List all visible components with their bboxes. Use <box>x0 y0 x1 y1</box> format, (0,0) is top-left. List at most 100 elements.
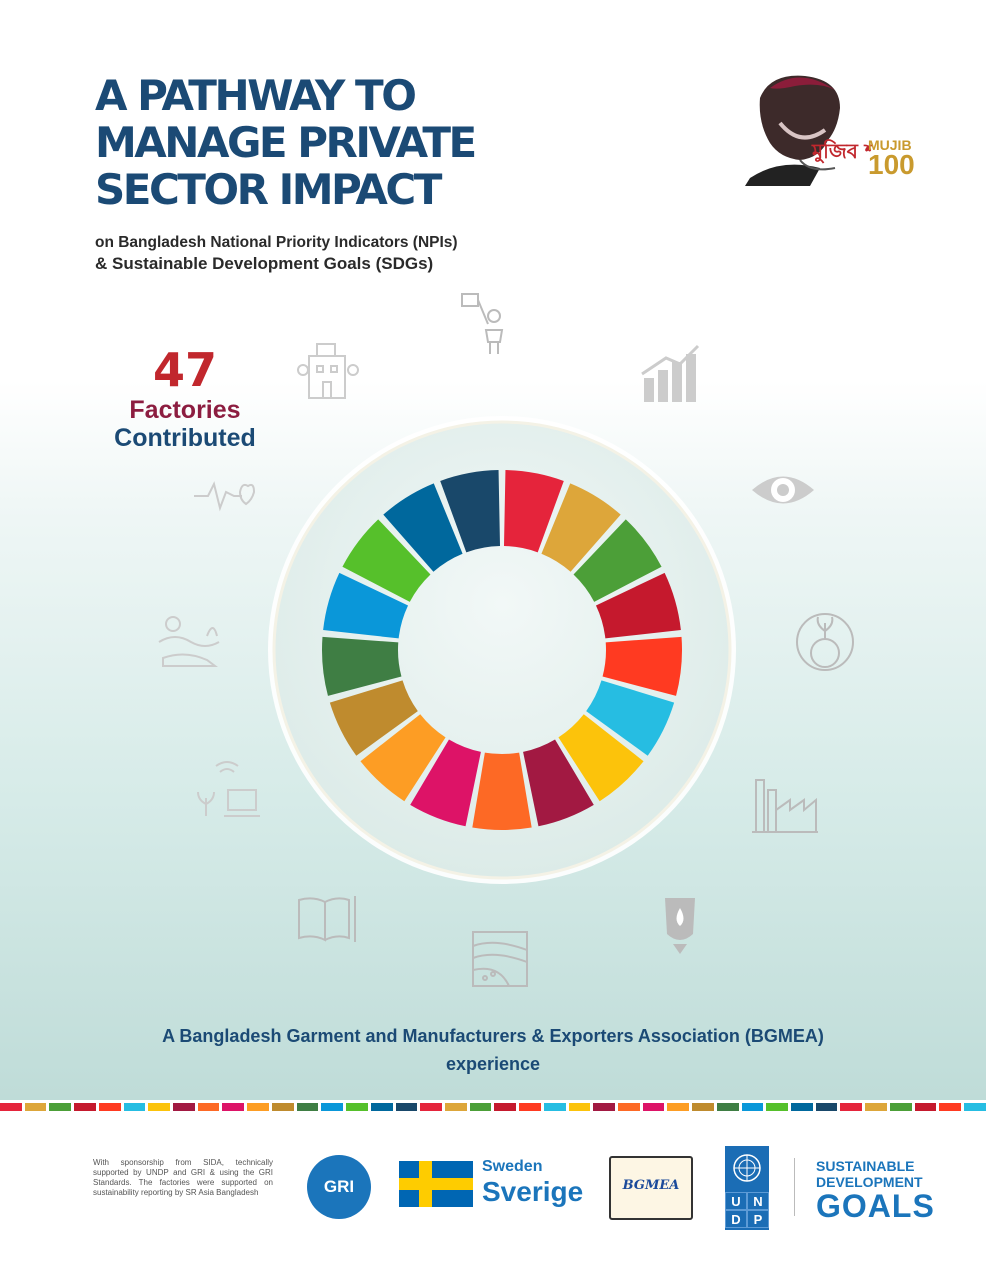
strip-block <box>148 1103 171 1111</box>
growth-chart-icon <box>641 344 700 402</box>
sdg-wheel-segment-7 <box>558 714 644 802</box>
strip-block <box>469 1103 492 1111</box>
strip-block <box>271 1103 294 1111</box>
strip-block <box>766 1103 788 1111</box>
sdg-wheel-segment-15 <box>342 519 431 602</box>
strip-block <box>840 1103 863 1111</box>
strip-block <box>692 1103 714 1111</box>
climate-action-icon <box>796 613 854 671</box>
undp-letter-d: D <box>725 1210 747 1228</box>
title-line-3: SECTOR IMPACT <box>95 165 442 214</box>
sdg-wheel-segment-1 <box>503 470 564 553</box>
strip-block <box>296 1103 319 1111</box>
sdg-wheel-segment-8 <box>523 739 594 827</box>
experience-line-1: A Bangladesh Garment and Manufacturers &… <box>162 1026 824 1046</box>
title-line-2: MANAGE PRIVATE <box>95 118 477 167</box>
factories-stat: 47 Factories Contributed <box>90 344 280 452</box>
strip-block <box>865 1103 887 1111</box>
subtitle-line-2: & Sustainable Development Goals (SDGs) <box>95 254 434 273</box>
strip-block <box>593 1103 615 1111</box>
experience-line-2: experience <box>445 1054 541 1074</box>
strip-block <box>964 1103 986 1111</box>
strip-block <box>0 1103 22 1111</box>
sdg-line-1: SUSTAINABLE <box>816 1158 915 1174</box>
factories-count: 47 <box>152 343 217 397</box>
sverige-text: Sverige <box>482 1176 584 1207</box>
undp-letter-p: P <box>747 1210 769 1228</box>
un-emblem-icon <box>733 1154 761 1182</box>
report-subtitle: on Bangladesh National Priority Indicato… <box>95 232 525 274</box>
sdg-wheel-card <box>262 410 742 890</box>
mujib-100-text: 100 <box>868 149 915 180</box>
mujib-100-wordmark: MUJIB 100 <box>868 137 915 180</box>
strip-block <box>617 1103 640 1111</box>
strip-block <box>667 1103 690 1111</box>
strip-block <box>889 1103 912 1111</box>
strip-block <box>642 1103 665 1111</box>
strip-block <box>568 1103 591 1111</box>
mujib-bengali-wordmark: মুজিব শতবর্ষ <box>811 138 872 164</box>
strip-block <box>815 1103 838 1111</box>
strip-block <box>321 1103 344 1111</box>
strip-block <box>543 1103 566 1111</box>
strip-block <box>123 1103 146 1111</box>
strip-block <box>247 1103 269 1111</box>
sdg-wheel-segment-14 <box>323 572 409 639</box>
sdg-line-3: GOALS <box>816 1188 935 1224</box>
sweden-sverige-logo: Sweden Sverige <box>482 1157 583 1207</box>
strip-block <box>395 1103 418 1111</box>
book-icon <box>298 896 356 942</box>
health-pulse-icon <box>194 481 256 512</box>
contributed-label: Contributed <box>114 424 256 452</box>
title-line-1: A PATHWAY TO <box>95 71 417 120</box>
sweden-flag-icon <box>399 1161 473 1207</box>
sdg-line-2: DEVELOPMENT <box>816 1174 923 1190</box>
sdg-wordmark-logo: SUSTAINABLE DEVELOPMENT GOALS <box>816 1158 935 1222</box>
sdg-wheel-segment-10 <box>410 739 481 827</box>
factories-label: Factories <box>129 396 241 424</box>
sdg-wheel-segment-4 <box>595 572 681 639</box>
gender-equality-icon <box>461 293 504 354</box>
strip-block <box>222 1103 245 1111</box>
undp-letters: U N D P <box>725 1192 769 1228</box>
sdg-wheel-segment-13 <box>322 636 402 696</box>
strip-block <box>49 1103 72 1111</box>
sdg-wheel-segment-16 <box>383 483 463 572</box>
mujib-portrait-icon <box>745 75 840 186</box>
mujib-text: MUJIB <box>868 137 912 153</box>
strip-block <box>791 1103 813 1111</box>
strip-block <box>197 1103 220 1111</box>
strip-block <box>173 1103 195 1111</box>
sdg-wheel-segment-2 <box>541 483 621 572</box>
eye-icon <box>752 476 814 504</box>
sdg-wheel-segment-5 <box>602 636 682 696</box>
strip-block <box>519 1103 541 1111</box>
sdg-wheel-segment-17 <box>440 470 501 553</box>
bgmea-logo: BGMEA <box>609 1156 693 1220</box>
strip-block <box>914 1103 937 1111</box>
strip-block <box>939 1103 962 1111</box>
svg-text:মুজিব শতবর্ষ: মুজিব শতবর্ষ <box>811 138 872 164</box>
strip-block <box>494 1103 517 1111</box>
sdg-wheel-segment-9 <box>472 752 532 830</box>
logo-divider <box>794 1158 795 1216</box>
sdg-wheel-segment-12 <box>329 680 418 756</box>
land-icon <box>472 931 528 987</box>
innovation-icon <box>197 761 260 817</box>
sdg-wheel-segment-11 <box>360 714 446 802</box>
sdg-wheel-segment-3 <box>573 519 662 602</box>
strip-block <box>24 1103 47 1111</box>
strip-block <box>370 1103 393 1111</box>
undp-logo: U N D P <box>725 1146 769 1230</box>
sun-landscape-icon <box>158 616 220 667</box>
strip-block <box>346 1103 368 1111</box>
sdg-wheel <box>268 416 736 884</box>
sdg-wheel-segment-6 <box>586 680 675 756</box>
experience-text: A Bangladesh Garment and Manufacturers &… <box>0 1022 986 1078</box>
factory-icon <box>752 779 818 833</box>
strip-block <box>420 1103 442 1111</box>
undp-letter-n: N <box>747 1192 769 1210</box>
sdg-color-strip <box>0 1103 986 1111</box>
strip-block <box>716 1103 739 1111</box>
strip-block <box>741 1103 764 1111</box>
